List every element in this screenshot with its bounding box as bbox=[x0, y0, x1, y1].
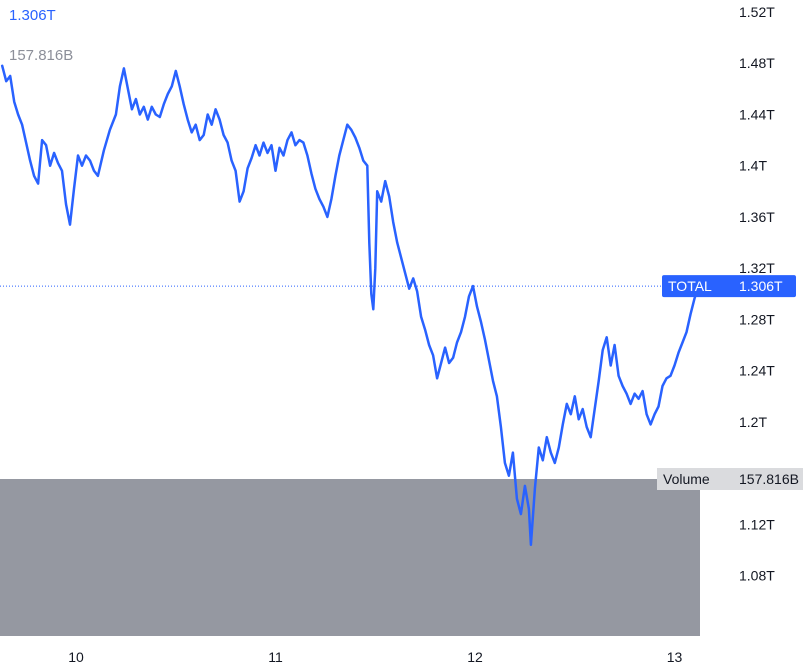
y-tick-label: 1.52T bbox=[739, 4, 775, 20]
y-tick-label: 1.12T bbox=[739, 516, 775, 532]
y-axis[interactable]: 1.52T 1.48T 1.44T 1.4T 1.36T 1.32T 1.28T 1.24T 1… bbox=[739, 4, 775, 584]
y-tick-label: 1.08T bbox=[739, 568, 775, 584]
y-tick-label: 1.48T bbox=[739, 55, 775, 71]
volume-tag-box bbox=[657, 468, 803, 490]
x-tick-label: 13 bbox=[667, 649, 683, 664]
y-tick-label: 1.28T bbox=[739, 311, 775, 327]
price-legend-value: 1.306T bbox=[9, 7, 56, 24]
tags-layer: TOTAL 1.306T Volume 157.816B bbox=[657, 275, 803, 490]
x-tick-label: 10 bbox=[68, 649, 84, 664]
volume-area bbox=[0, 479, 700, 636]
volume-last-value-tag: 157.816B bbox=[739, 471, 799, 487]
volume-series-name-tag: Volume bbox=[663, 471, 710, 487]
price-last-value-tag: 1.306T bbox=[739, 278, 783, 294]
price-tag-box bbox=[662, 275, 796, 298]
x-tick-label: 11 bbox=[268, 649, 283, 664]
price-series-name-tag: TOTAL bbox=[668, 278, 712, 294]
y-tick-label: 1.2T bbox=[739, 414, 767, 430]
price-series-line bbox=[0, 64, 700, 547]
y-tick-label: 1.24T bbox=[739, 363, 775, 379]
y-tick-label: 1.36T bbox=[739, 209, 775, 225]
x-axis[interactable]: 10 11 12 13 bbox=[68, 649, 682, 664]
x-tick-label: 12 bbox=[467, 649, 483, 664]
y-tick-label: 1.4T bbox=[739, 158, 767, 174]
volume-legend-value: 157.816B bbox=[9, 47, 74, 64]
y-tick-label: 1.44T bbox=[739, 106, 775, 122]
price-layer bbox=[0, 64, 700, 547]
volume-layer bbox=[0, 479, 700, 636]
volume-tag-shade bbox=[657, 468, 803, 490]
y-tick-label: 1.32T bbox=[739, 260, 775, 276]
